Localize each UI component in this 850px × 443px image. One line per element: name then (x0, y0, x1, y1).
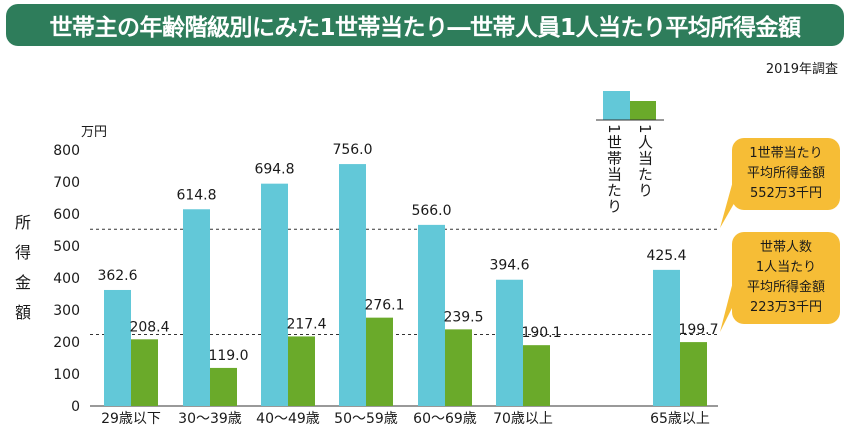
callout-line: 1人当たり (755, 260, 817, 275)
x-tick-label: 70歳以上 (493, 411, 553, 427)
chart-title: 世帯主の年齢階級別にみた1世帯当たり―世帯人員1人当たり平均所得金額 (6, 4, 844, 46)
y-axis-unit: 万円 (81, 125, 108, 140)
y-axis-label-char: 所 (14, 213, 31, 232)
data-label-household: 614.8 (176, 187, 216, 203)
callout-line: 1世帯当たり (749, 146, 823, 161)
bar-per-person (131, 339, 158, 406)
bar-household (418, 224, 445, 406)
bar-per-person (210, 367, 237, 406)
legend-swatch-household (603, 91, 630, 120)
legend-label-household: 1世帯当たり (605, 124, 623, 215)
y-tick-label: 200 (53, 335, 80, 351)
bar-per-person (288, 336, 315, 406)
callout-line: 世帯人数 (759, 240, 812, 255)
x-tick-label: 60～69歳 (413, 411, 477, 427)
y-axis-label-char: 得 (14, 243, 31, 262)
callout-line: 平均所得金額 (746, 280, 825, 295)
bar-household (104, 289, 131, 406)
x-tick-label: 40～49歳 (256, 411, 320, 427)
data-label-per-person: 239.5 (443, 309, 483, 325)
data-label-per-person: 119.0 (208, 348, 248, 364)
bar-per-person (680, 342, 707, 406)
bar-household (339, 164, 366, 406)
data-label-household: 425.4 (646, 248, 686, 264)
x-tick-label: 30～39歳 (178, 411, 242, 427)
data-label-per-person: 276.1 (364, 298, 404, 314)
data-label-household: 756.0 (332, 142, 372, 158)
y-axis-label: 所 得 金 額 (12, 208, 34, 328)
bar-household (183, 209, 210, 406)
legend-swatch-per-person (630, 101, 656, 120)
y-tick-label: 100 (53, 367, 80, 383)
bar-household (261, 183, 288, 406)
y-tick-label: 800 (53, 143, 80, 159)
data-label-per-person: 217.4 (286, 316, 326, 332)
x-tick-label: 29歳以下 (101, 411, 161, 427)
x-tick-label: 50～59歳 (334, 411, 398, 427)
bar-household (653, 269, 680, 406)
bar-per-person (523, 345, 550, 406)
callout-line: 223万3千円 (749, 300, 823, 315)
y-tick-label: 300 (53, 303, 80, 319)
data-label-per-person: 199.7 (678, 322, 718, 338)
data-label-household: 694.8 (254, 162, 294, 178)
y-axis-label-char: 金 (14, 273, 31, 292)
y-tick-label: 600 (53, 207, 80, 223)
y-tick-label: 400 (53, 271, 80, 287)
callout-household-average: 1世帯当たり 平均所得金額 552万3千円 (732, 138, 840, 210)
y-axis-label-char: 額 (14, 303, 31, 322)
data-label-per-person: 190.1 (521, 325, 561, 341)
y-tick-label: 0 (71, 399, 80, 415)
callout-line: 平均所得金額 (746, 166, 825, 181)
legend-label-per-person: 1人当たり (636, 124, 654, 199)
x-tick-label: 65歳以上 (650, 411, 710, 427)
y-tick-label: 500 (53, 239, 80, 255)
data-label-household: 394.6 (489, 258, 529, 274)
callout-line: 552万3千円 (749, 186, 823, 201)
bar-per-person (445, 329, 472, 406)
data-label-per-person: 208.4 (129, 319, 169, 335)
data-label-household: 566.0 (411, 203, 451, 219)
bar-household (496, 279, 523, 406)
callout-per-person-average: 世帯人数 1人当たり 平均所得金額 223万3千円 (732, 232, 840, 324)
survey-year-note: 2019年調査 (765, 62, 838, 77)
data-label-household: 362.6 (97, 268, 137, 284)
y-tick-label: 700 (53, 175, 80, 191)
bar-per-person (366, 317, 393, 406)
